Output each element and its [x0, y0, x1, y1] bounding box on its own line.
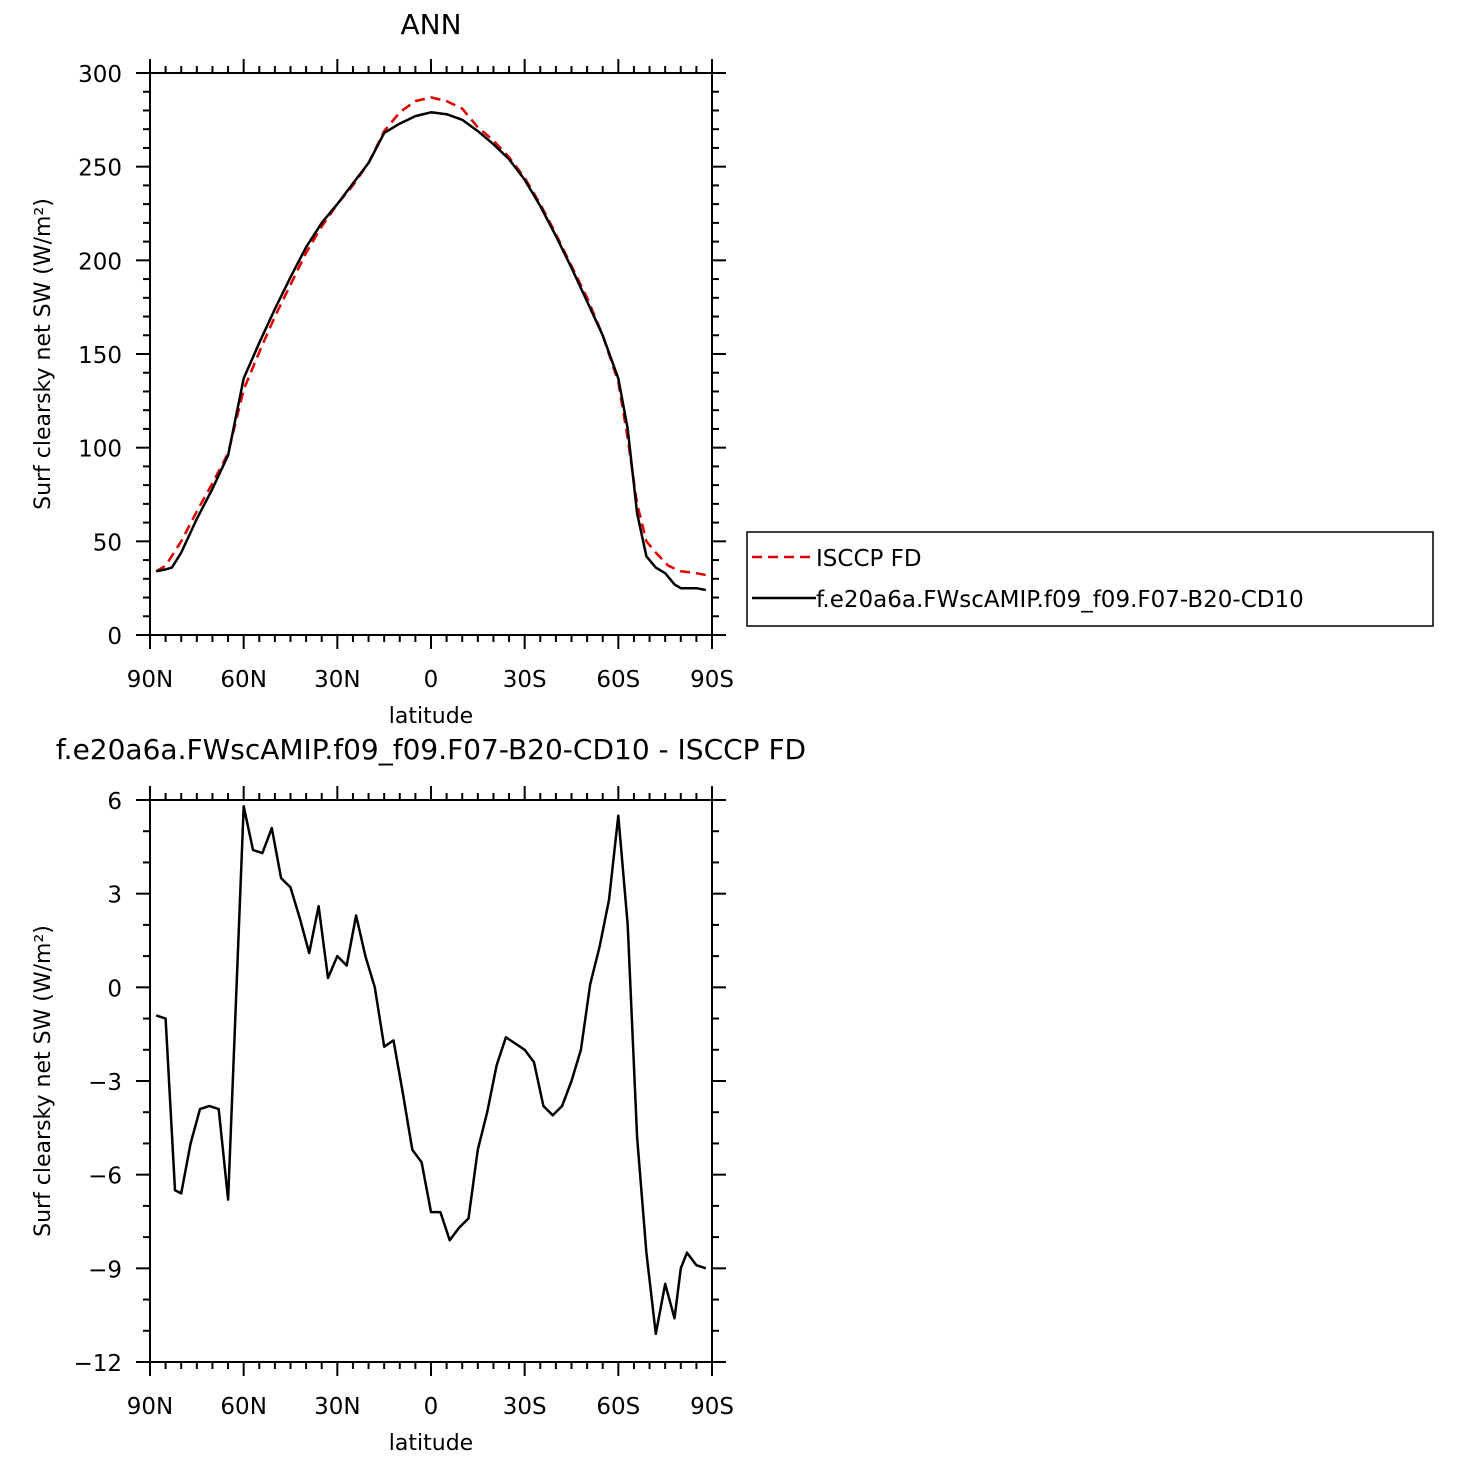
- series-line: [155, 111, 707, 592]
- x-tick-label: 90N: [127, 667, 173, 693]
- bottom-tick-marks: [136, 786, 726, 1376]
- series-line-dashed: [155, 96, 707, 577]
- top-plot-frame: [149, 72, 713, 636]
- x-tick-label: 0: [424, 667, 439, 693]
- y-tick-label: 150: [78, 343, 122, 369]
- y-tick-label: −12: [73, 1351, 122, 1377]
- y-tick-label: 250: [78, 156, 122, 182]
- series-line: [155, 804, 707, 1336]
- x-tick-label: 30N: [314, 1394, 360, 1420]
- y-tick-label: 0: [107, 976, 122, 1002]
- x-tick-label: 90S: [690, 1394, 734, 1420]
- bottom-y-tick-labels: 6 3 0 −3 −6 −9 −12: [73, 789, 122, 1377]
- bottom-plot-frame: [149, 799, 713, 1363]
- bottom-x-axis-label: latitude: [389, 1431, 473, 1456]
- y-tick-label: 100: [78, 437, 122, 463]
- x-tick-label: 30N: [314, 667, 360, 693]
- legend-label-isccp: ISCCP FD: [816, 546, 922, 572]
- top-plot-title: ANN: [400, 8, 461, 41]
- top-x-axis-label: latitude: [389, 704, 473, 729]
- x-tick-label: 90S: [690, 667, 734, 693]
- bottom-y-axis-label: Surf clearsky net SW (W/m²): [31, 925, 56, 1237]
- y-tick-label: 3: [107, 883, 122, 909]
- x-tick-label: 60N: [220, 1394, 266, 1420]
- top-y-axis-label: Surf clearsky net SW (W/m²): [31, 198, 56, 510]
- legend-label-model: f.e20a6a.FWscAMIP.f09_f09.F07-B20-CD10: [816, 587, 1304, 613]
- top-y-tick-labels: 0 50 100 150 200 250 300: [78, 62, 122, 650]
- y-tick-label: 6: [107, 789, 122, 815]
- x-tick-label: 30S: [503, 1394, 547, 1420]
- x-tick-label: 30S: [503, 667, 547, 693]
- legend: ISCCP FD f.e20a6a.FWscAMIP.f09_f09.F07-B…: [746, 531, 1434, 627]
- y-tick-label: −9: [88, 1257, 122, 1283]
- x-tick-label: 60N: [220, 667, 266, 693]
- y-tick-label: −3: [88, 1070, 122, 1096]
- top-tick-marks: [136, 59, 726, 649]
- x-tick-label: 60S: [596, 1394, 640, 1420]
- y-tick-label: 50: [93, 530, 122, 556]
- bottom-series-lines: [155, 804, 707, 1336]
- y-tick-label: 300: [78, 62, 122, 88]
- bottom-x-tick-labels: 90N 60N 30N 0 30S 60S 90S: [127, 1394, 734, 1420]
- x-tick-label: 90N: [127, 1394, 173, 1420]
- y-tick-label: 0: [107, 624, 122, 650]
- bottom-panel: f.e20a6a.FWscAMIP.f09_f09.F07-B20-CD10 -…: [31, 733, 806, 1456]
- top-series-lines: [155, 96, 707, 592]
- bottom-plot-title: f.e20a6a.FWscAMIP.f09_f09.F07-B20-CD10 -…: [56, 733, 806, 766]
- top-x-tick-labels: 90N 60N 30N 0 30S 60S 90S: [127, 667, 734, 693]
- y-tick-label: 200: [78, 249, 122, 275]
- x-tick-label: 0: [424, 1394, 439, 1420]
- y-tick-label: −6: [88, 1164, 122, 1190]
- legend-box: [746, 531, 1434, 627]
- x-tick-label: 60S: [596, 667, 640, 693]
